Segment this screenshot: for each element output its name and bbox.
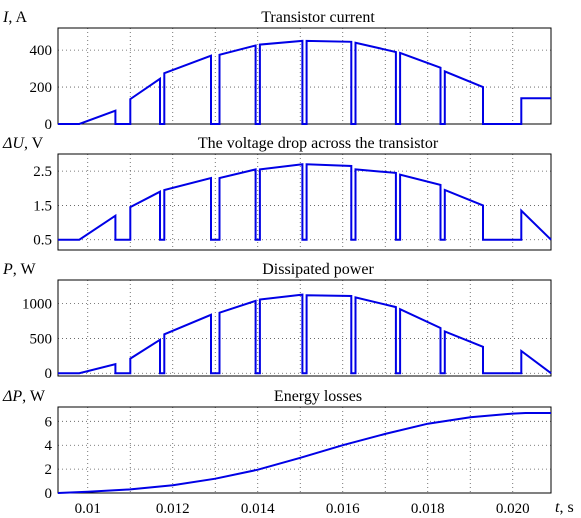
ylabel-energy: ΔP, W [2, 388, 46, 405]
ylabel-unit-power: , W [13, 261, 37, 278]
panel-title-current: Transistor current [261, 9, 375, 26]
panel-title-power: Dissipated power [262, 261, 374, 278]
y-tick-label: 1.5 [33, 198, 52, 214]
x-tick-label: 0.01 [75, 501, 101, 517]
y-tick-label: 0 [45, 486, 53, 502]
axes-frame [57, 153, 552, 251]
y-tick-label: 0 [45, 117, 53, 133]
x-tick-label: 0.014 [241, 501, 275, 517]
series-line-energy [57, 412, 551, 494]
panel-energy: Energy losses ΔP, W t, s 0 2 4 6 0.01 0.012 0.… [2, 388, 574, 517]
series-line-current [58, 39, 551, 125]
axes-frame [57, 279, 552, 377]
panel-title-energy: Energy losses [274, 388, 362, 405]
y-tick-label: 2.5 [33, 164, 52, 180]
x-tick-label: 0.012 [156, 501, 190, 517]
ylabel-current: I, A [2, 9, 27, 26]
y-tick-label: 500 [30, 331, 53, 347]
axes-frame [57, 27, 552, 125]
ylabel-unit-voltage: , V [24, 135, 44, 152]
y-tick-label: 6 [45, 414, 53, 430]
x-tick-label: 0.018 [411, 501, 445, 517]
panel-title-voltage: The voltage drop across the transistor [198, 135, 439, 152]
panel-power: Dissipated power P, W 0 500 1000 [2, 261, 552, 382]
y-tick-label: 200 [30, 80, 53, 96]
xlabel-time: t, s [555, 499, 574, 516]
series-line-voltage [58, 163, 552, 241]
ylabel-symbol-voltage: ΔU [2, 135, 25, 152]
ylabel-unit-energy: , W [22, 388, 46, 405]
ylabel-symbol-energy: ΔP [2, 388, 22, 405]
x-tick-label: 0.020 [496, 501, 530, 517]
y-tick-label: 0.5 [33, 233, 52, 249]
y-tick-label: 1000 [22, 297, 52, 313]
ylabel-symbol-power: P [2, 261, 13, 278]
y-tick-label: 400 [30, 43, 53, 59]
y-tick-label: 0 [45, 366, 53, 382]
panel-voltage: The voltage drop across the transistor Δ… [2, 135, 552, 251]
axes-frame [57, 406, 552, 494]
panel-current: Transistor current I, A 0 200 400 [2, 9, 552, 133]
ylabel-voltage: ΔU, V [2, 135, 44, 152]
xlabel-symbol: t [555, 499, 560, 516]
ylabel-unit-current: , A [8, 9, 27, 26]
y-tick-label: 4 [45, 438, 53, 454]
y-tick-label: 2 [45, 462, 53, 478]
ylabel-symbol-current: I [2, 9, 9, 26]
ylabel-power: P, W [2, 261, 36, 278]
series-line-power [58, 293, 552, 375]
xlabel-unit: , s [559, 499, 573, 516]
x-tick-label: 0.016 [326, 501, 360, 517]
